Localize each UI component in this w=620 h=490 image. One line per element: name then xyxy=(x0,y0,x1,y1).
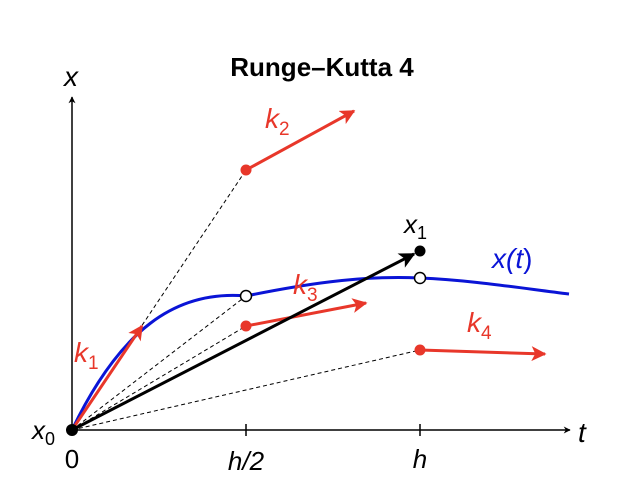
tick-label-h: h xyxy=(413,444,427,474)
slope-arrow-k2 xyxy=(245,109,356,172)
rk4-step-arrow xyxy=(71,252,416,432)
k1-label: k1 xyxy=(74,337,99,374)
k2-label: k2 xyxy=(265,103,290,140)
x1-label: x1 xyxy=(402,209,427,243)
slope-arrow-k4 xyxy=(419,346,547,362)
x-axis-label: x xyxy=(62,61,79,92)
midpoint-exact-marker xyxy=(239,289,253,303)
x0-main: x xyxy=(30,415,46,445)
diagram-title: Runge–Kutta 4 xyxy=(230,52,414,82)
k2-point xyxy=(240,164,252,176)
x0-point xyxy=(66,424,78,436)
guide-line-k3 xyxy=(71,325,247,431)
solution-curve-label: x(t) xyxy=(490,243,532,274)
slope-arrow-k1 xyxy=(70,324,144,431)
guide-line-midpoint xyxy=(71,295,247,431)
tick-label-0: 0 xyxy=(65,444,79,474)
k4-point xyxy=(414,344,426,356)
k4-label: k4 xyxy=(467,307,492,344)
slope-arrow-k3 xyxy=(245,298,368,328)
guide-line-k4 xyxy=(71,349,421,431)
tick-label-half: h/2 xyxy=(228,446,265,476)
x0-label: x0 xyxy=(30,415,55,449)
x1-point xyxy=(414,245,426,257)
endpoint-exact-marker xyxy=(413,271,427,285)
k3-label: k3 xyxy=(293,269,318,306)
k3-point xyxy=(240,320,252,332)
t-axis-label: t xyxy=(578,417,587,448)
x0-sub: 0 xyxy=(45,429,55,449)
